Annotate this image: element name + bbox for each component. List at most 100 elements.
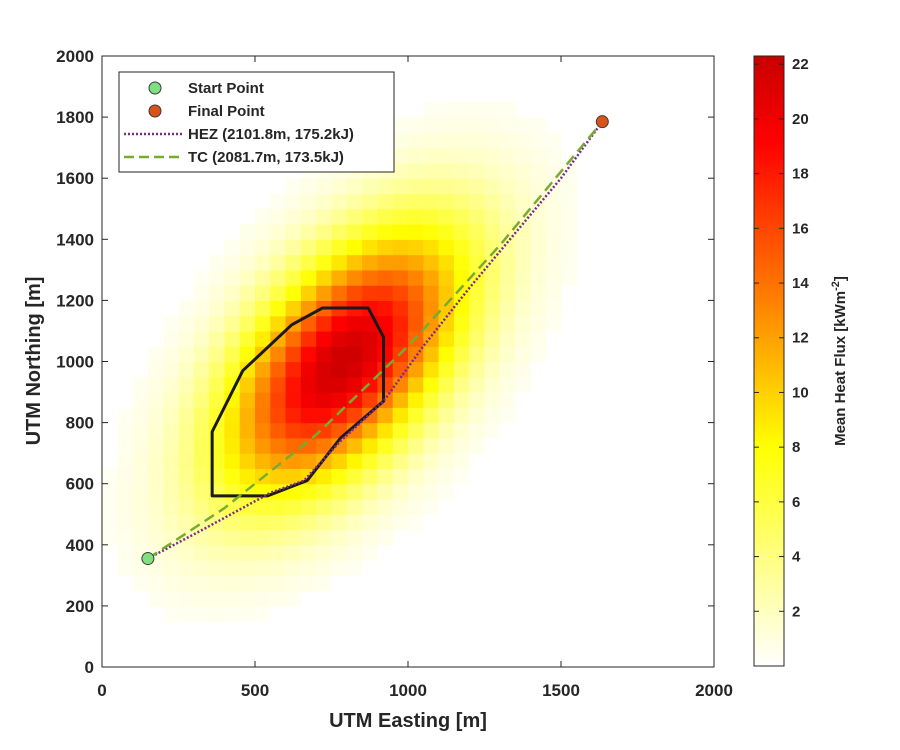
heatmap-cell [102, 498, 118, 515]
heatmap-cell [392, 453, 409, 470]
heatmap-cell [392, 208, 409, 225]
heatmap-cell [515, 162, 531, 179]
y-axis-ticks: 0 200 400 600 800 1000 1200 1400 1600 1800 2000 [56, 47, 714, 677]
heatmap-cell [178, 330, 195, 347]
heatmap-cell [178, 300, 195, 317]
heatmap-cell [453, 162, 470, 179]
heatmap-cell [423, 285, 440, 302]
y-axis-label: UTM Northing [m] [23, 277, 45, 446]
heatmap-cell [270, 269, 287, 286]
heatmap-cell [545, 193, 562, 210]
heatmap-cell [117, 422, 134, 439]
heatmap-cell [331, 315, 348, 332]
heatmap-cell [469, 285, 486, 302]
heatmap-cell [545, 254, 562, 271]
heatmap-cell [392, 392, 409, 408]
heatmap-cell [132, 514, 149, 531]
colorbar-tick-label: 8 [792, 439, 800, 456]
heatmap-cell [377, 483, 394, 500]
heatmap-cell [255, 239, 271, 256]
heatmap-cell [270, 193, 287, 210]
heatmap-cell [346, 437, 363, 454]
heatmap-cell [469, 392, 486, 408]
heatmap-cell [530, 193, 547, 210]
heatmap-cell [270, 498, 287, 515]
heatmap-cell [484, 392, 501, 408]
heatmap-cell [453, 453, 470, 470]
heatmap-cell [515, 300, 531, 317]
heatmap-cell [346, 468, 363, 485]
heatmap-cell [270, 514, 287, 531]
heatmap-cell [499, 392, 516, 408]
heatmap-cell [453, 208, 470, 225]
heatmap-cell [117, 483, 134, 500]
heatmap-cell [270, 224, 287, 240]
heatmap-cell [362, 269, 378, 286]
heatmap-cell [117, 560, 134, 576]
heatmap-cell [484, 269, 501, 286]
heatmap-cell [316, 254, 333, 271]
heatmap-cell [316, 498, 333, 515]
heatmap-cell [102, 483, 118, 500]
heatmap-cell [224, 239, 241, 256]
heatmap-cell [178, 361, 195, 378]
heatmap-cell [270, 468, 287, 485]
heatmap-cell [408, 422, 424, 439]
heatmap-cell [255, 376, 271, 393]
heatmap-cell [224, 330, 241, 347]
heatmap-cell [484, 101, 501, 118]
heatmap-cell [300, 514, 317, 531]
heatmap-cell [224, 254, 241, 271]
heatmap-cell [224, 590, 241, 607]
heatmap-cell [117, 529, 134, 546]
heatmap-cell [530, 208, 547, 225]
heatmap-cell [239, 605, 256, 622]
heatmap-cell [484, 285, 501, 302]
heatmap-cell [438, 376, 455, 393]
heatmap-cell [561, 254, 577, 271]
heatmap-cell [453, 437, 470, 454]
heatmap-cell [392, 514, 409, 531]
heatmap-cell [545, 208, 562, 225]
heatmap-cell [285, 285, 302, 302]
heatmap-cell [362, 529, 378, 546]
heatmap-cell [377, 346, 394, 363]
heatmap-cell [499, 178, 516, 195]
heatmap-cell [484, 224, 501, 240]
heatmap-cell [515, 117, 531, 133]
heatmap-cell [285, 498, 302, 515]
heatmap-cell [346, 254, 363, 271]
heatmap-cell [484, 361, 501, 378]
heatmap-cell [209, 529, 225, 546]
heatmap-cell [408, 300, 424, 317]
heatmap-cell [484, 147, 501, 164]
heatmap-cell [300, 239, 317, 256]
heatmap-cell [178, 544, 195, 561]
heatmap-cell [316, 193, 333, 210]
heatmap-cell [239, 392, 256, 408]
heatmap-cell [331, 529, 348, 546]
heatmap-cell [438, 468, 455, 485]
heatmap-cell [423, 254, 440, 271]
y-tick-label: 0 [85, 658, 94, 677]
heatmap-cell [132, 376, 149, 393]
heatmap-cell [163, 483, 180, 500]
heatmap-cell [438, 101, 455, 118]
heatmap-cell [331, 178, 348, 195]
heatmap-cell [147, 514, 164, 531]
heatmap-cell [423, 208, 440, 225]
colorbar-tick-label: 4 [792, 549, 801, 566]
heatmap-cell [453, 132, 470, 149]
heatmap-cell [453, 392, 470, 408]
heatmap-cell [484, 422, 501, 439]
heatmap-cell [209, 300, 225, 317]
heatmap-cell [453, 346, 470, 363]
heatmap-cell [178, 529, 195, 546]
heatmap-cell [438, 224, 455, 240]
heatmap-cell [239, 269, 256, 286]
heatmap-cell [408, 147, 424, 164]
heatmap-cell [193, 376, 210, 393]
heatmap-cell [530, 300, 547, 317]
colorbar-tick-label: 6 [792, 494, 800, 511]
